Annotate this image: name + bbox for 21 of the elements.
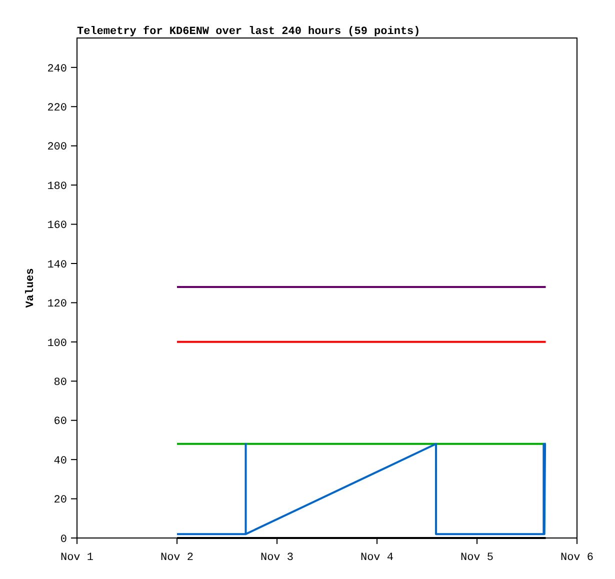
- y-tick-label: 20: [54, 494, 67, 507]
- y-tick-label: 120: [47, 298, 67, 311]
- y-tick-label: 180: [47, 180, 67, 193]
- y-tick-label: 40: [54, 455, 67, 468]
- y-tick-label: 200: [47, 142, 67, 154]
- x-tick-label: Nov 6: [560, 552, 594, 564]
- x-tick-label: Nov 2: [160, 552, 194, 564]
- y-axis-title: Values: [25, 268, 37, 308]
- y-tick-label: 140: [47, 259, 67, 272]
- y-tick-label: 160: [47, 220, 67, 232]
- y-tick-label: 0: [60, 534, 67, 546]
- y-tick-label: 220: [47, 102, 67, 114]
- y-tick-label: 240: [47, 63, 67, 76]
- chart-title: Telemetry for KD6ENW over last 240 hours (59 points): [77, 25, 420, 38]
- y-tick-label: 60: [54, 416, 67, 428]
- x-tick-label: Nov 4: [360, 552, 394, 564]
- x-tick-label: Nov 5: [460, 552, 494, 564]
- x-tick-label: Nov 1: [60, 552, 94, 564]
- y-tick-label: 100: [47, 338, 67, 350]
- y-tick-label: 80: [54, 376, 67, 389]
- x-tick-label: Nov 3: [260, 552, 294, 564]
